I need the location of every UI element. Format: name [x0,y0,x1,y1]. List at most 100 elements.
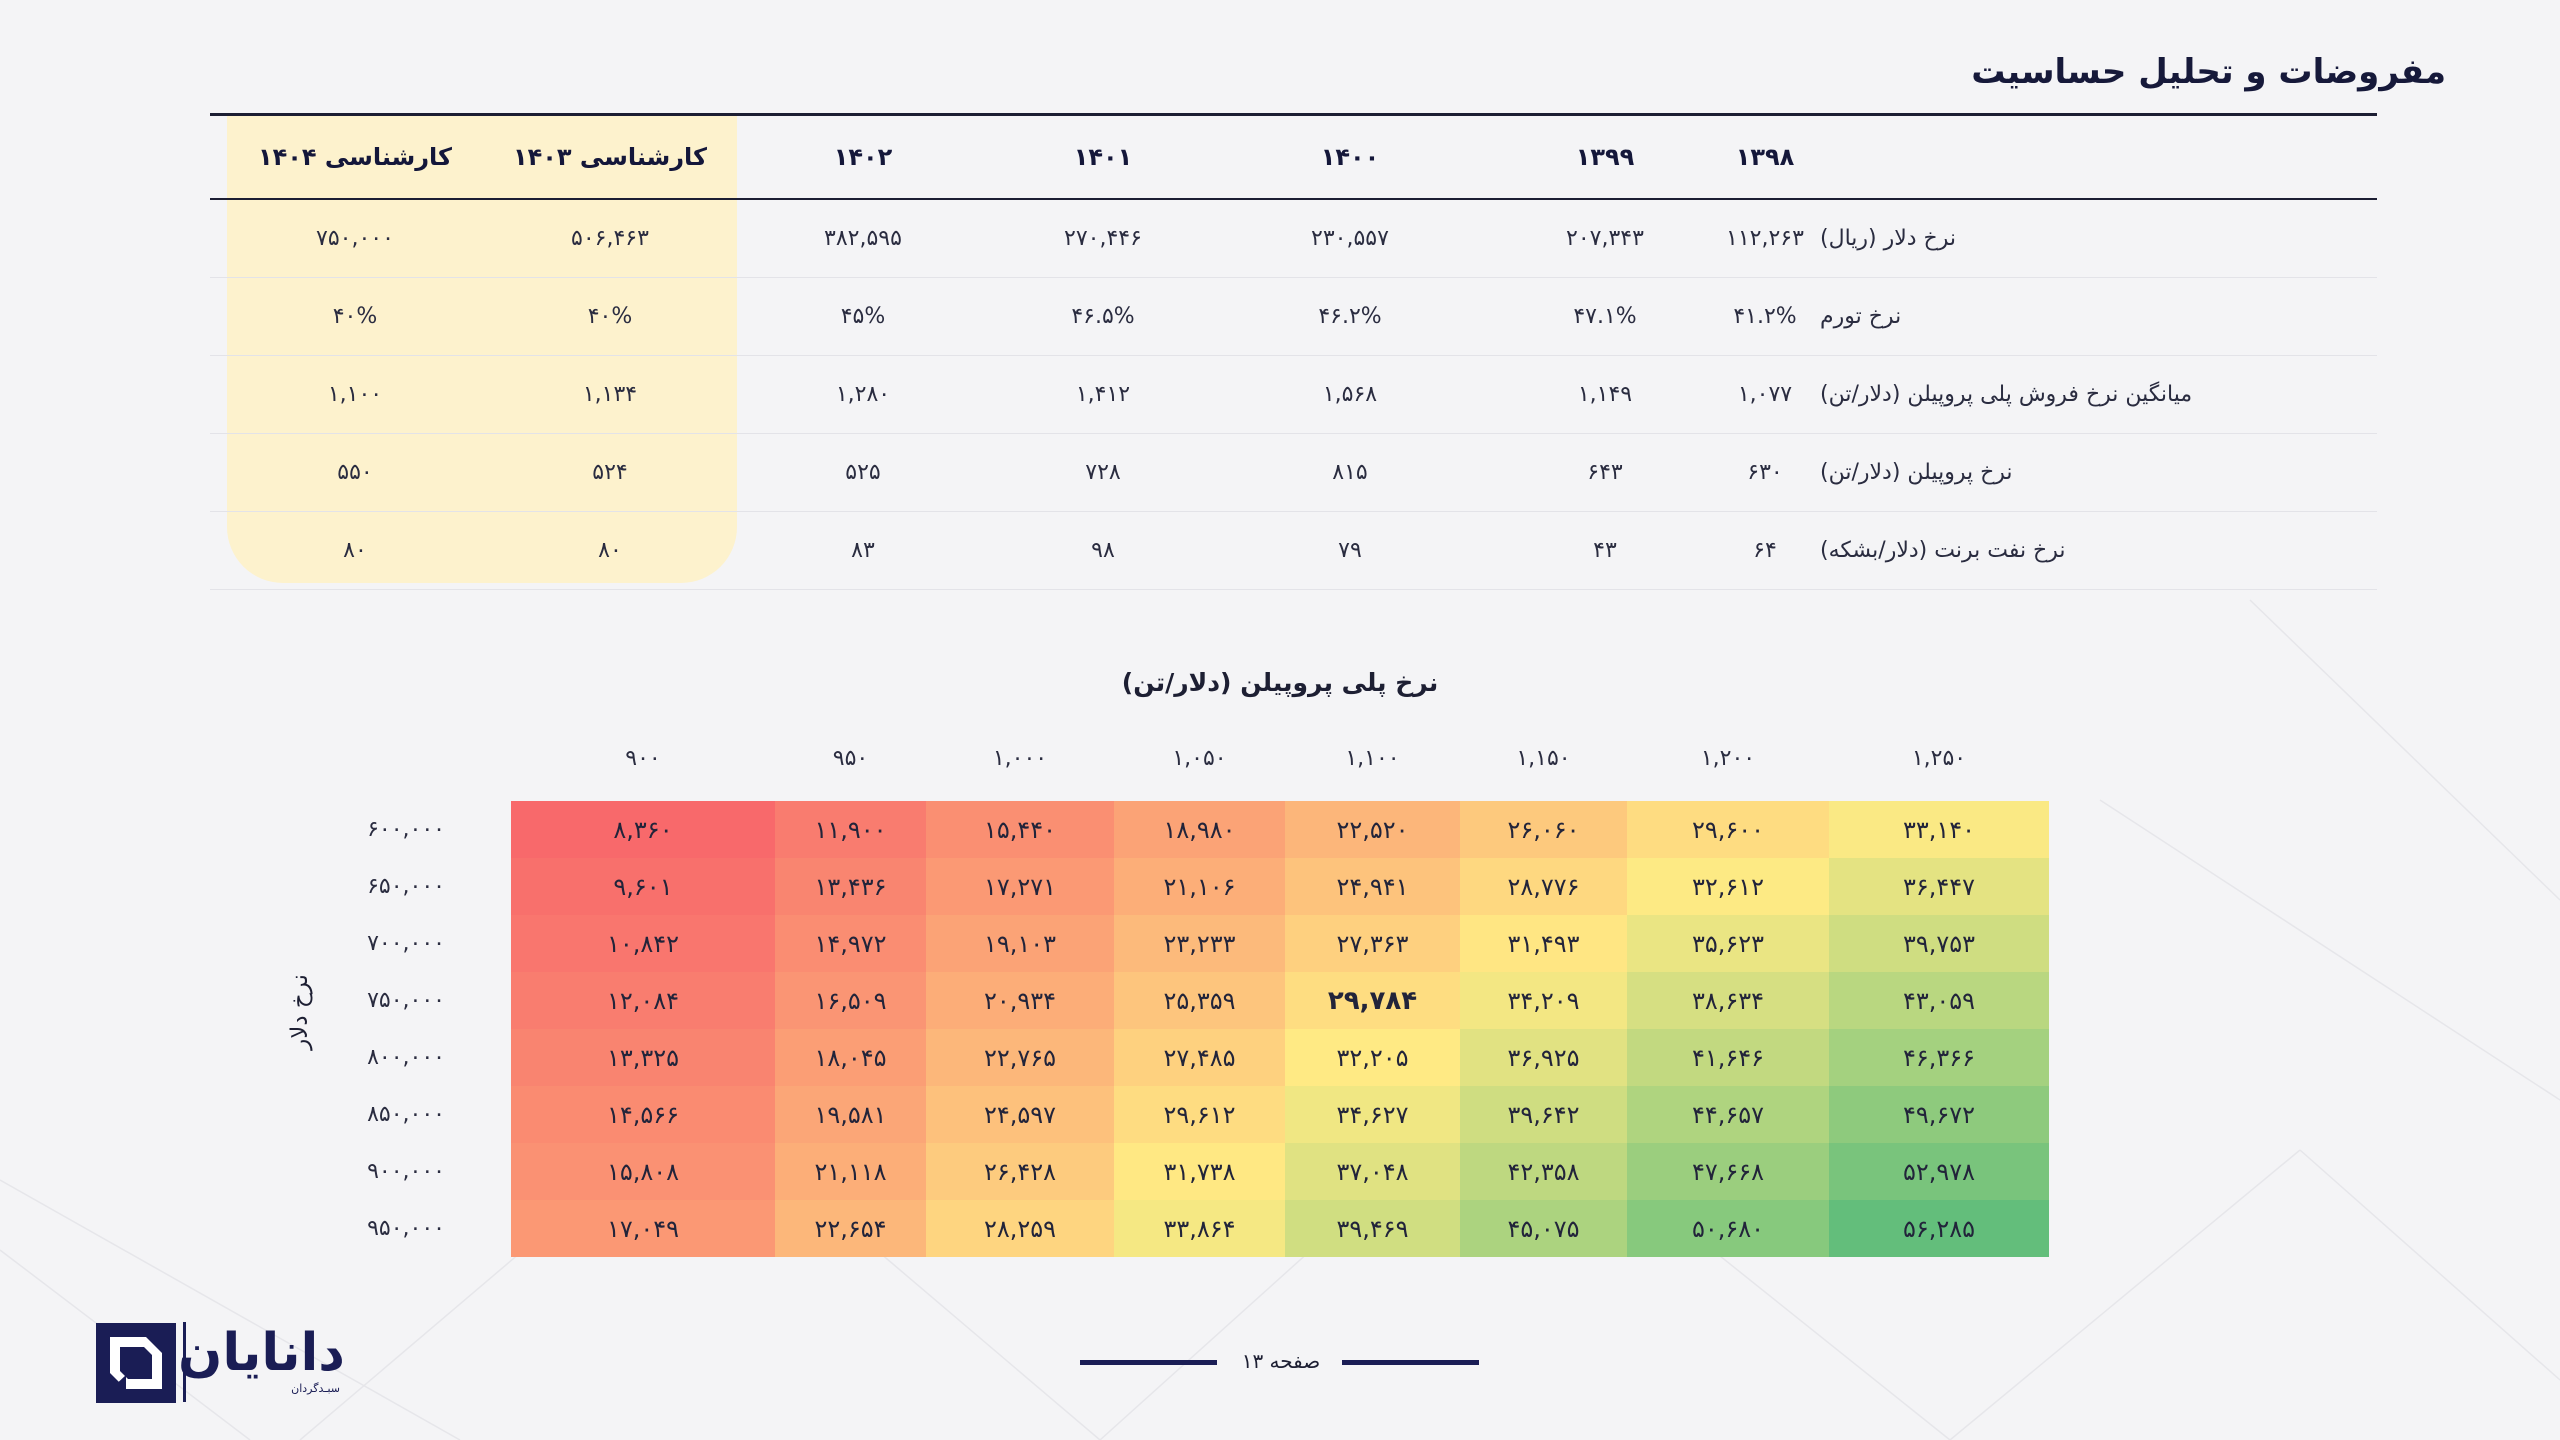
heatmap-row-header: ۸۰۰,۰۰۰ [367,1045,445,1070]
heatmap-cell: ۱۲,۰۸۴ [511,972,775,1029]
heatmap-cell: ۱۵,۴۴۰ [926,801,1114,858]
heatmap-row-header: ۸۵۰,۰۰۰ [367,1102,445,1127]
heatmap-cell: ۹,۶۰۱ [511,858,775,915]
heatmap-cell: ۳۲,۶۱۲ [1627,858,1829,915]
heatmap-cell: ۱۵,۸۰۸ [511,1143,775,1200]
heatmap-cell: ۳۴,۶۲۷ [1285,1086,1460,1143]
heatmap-cell: ۱۷,۰۴۹ [511,1200,775,1257]
assumptions-row-label: میانگین نرخ فروش پلی پروپیلن (دلار/تن) [1820,382,2193,407]
assumptions-cell: ۴۶.۵% [1071,304,1135,329]
heatmap-col-header: ۱,۱۵۰ [1516,745,1571,771]
heatmap-cell: ۲۹,۶۰۰ [1627,801,1829,858]
heatmap-cell: ۱۹,۱۰۳ [926,915,1114,972]
sensitivity-title: نرخ پلی پروپیلن (دلار/تن) [1121,668,1439,697]
assumptions-cell: ۱,۴۱۲ [1075,382,1131,407]
heatmap-cell: ۳۶,۴۴۷ [1829,858,2049,915]
heatmap-row-header: ۶۰۰,۰۰۰ [367,817,445,842]
heatmap-cell: ۲۹,۷۸۴ [1285,972,1460,1029]
heatmap-cell: ۳۹,۷۵۳ [1829,915,2049,972]
heatmap-cell: ۱۴,۵۶۶ [511,1086,775,1143]
heatmap-cell: ۲۷,۴۸۵ [1114,1029,1285,1086]
heatmap-cell: ۴۹,۶۷۲ [1829,1086,2049,1143]
heatmap-cell: ۱۷,۲۷۱ [926,858,1114,915]
logo-name: دانایان [178,1323,345,1383]
heatmap-cell: ۲۲,۵۲۰ [1285,801,1460,858]
heatmap-cell: ۱۸,۹۸۰ [1114,801,1285,858]
assumptions-header-row: ۱۳۹۸ ۱۳۹۹ ۱۴۰۰ ۱۴۰۱ ۱۴۰۲ کارشناسی ۱۴۰۳ ک… [210,116,2377,200]
footer-line-right [1342,1360,1479,1365]
col-header-1401: ۱۴۰۱ [1073,143,1133,171]
col-header-1400: ۱۴۰۰ [1320,143,1380,171]
assumptions-cell: ۶۳۰ [1747,460,1783,485]
assumptions-cell: ۳۸۲,۵۹۵ [824,226,902,251]
heatmap-cell: ۴۳,۰۵۹ [1829,972,2049,1029]
assumptions-row: نرخ نفت برنت (دلار/بشکه) ۶۴ ۴۳ ۷۹ ۹۸ ۸۳ ۸۰ ۸۰ [210,512,2377,590]
assumptions-row: میانگین نرخ فروش پلی پروپیلن (دلار/تن) ۱,… [210,356,2377,434]
assumptions-cell: ۴۳ [1593,538,1617,563]
assumptions-cell: ۸۱۵ [1332,460,1368,485]
assumptions-row: نرخ دلار (ریال) ۱۱۲,۲۶۳ ۲۰۷,۳۴۳ ۲۳۰,۵۵۷ ۲۷۰,… [210,200,2377,278]
heatmap-col-header: ۱,۰۰۰ [992,745,1048,771]
heatmap-cell: ۸,۳۶۰ [511,801,775,858]
heatmap-cell: ۳۹,۶۴۲ [1460,1086,1627,1143]
heatmap-cell: ۲۷,۳۶۳ [1285,915,1460,972]
heatmap-cell: ۲۴,۵۹۷ [926,1086,1114,1143]
col-header-1404-forecast: کارشناسی ۱۴۰۴ [257,143,453,171]
heatmap-cell: ۳۷,۰۴۸ [1285,1143,1460,1200]
heatmap-cell: ۴۶,۳۶۶ [1829,1029,2049,1086]
heatmap-cell: ۲۶,۰۶۰ [1460,801,1627,858]
heatmap-cell: ۴۴,۶۵۷ [1627,1086,1829,1143]
assumptions-cell: ۴۱.۲% [1733,304,1797,329]
heatmap-cell: ۱۳,۳۲۵ [511,1029,775,1086]
assumptions-row: نرخ پروپیلن (دلار/تن) ۶۳۰ ۶۴۳ ۸۱۵ ۷۲۸ ۵۲۵ ۵۲۴ ۵… [210,434,2377,512]
assumptions-row-label: نرخ پروپیلن (دلار/تن) [1820,460,2013,485]
heatmap-cell: ۳۳,۸۶۴ [1114,1200,1285,1257]
heatmap-cell: ۱۹,۵۸۱ [775,1086,926,1143]
assumptions-table: ۱۳۹۸ ۱۳۹۹ ۱۴۰۰ ۱۴۰۱ ۱۴۰۲ کارشناسی ۱۴۰۳ ک… [210,116,2377,590]
page-number: صفحه ۱۳ [1241,1349,1321,1373]
heatmap-col-header: ۹۵۰ [832,745,869,771]
sensitivity-heatmap: ۸,۳۶۰ ۱۱,۹۰۰ ۱۵,۴۴۰ ۱۸,۹۸۰ ۲۲,۵۲۰ ۲۶,۰۶۰ ۲۹,۶۰… [511,801,2049,1257]
logo-subtitle: سبـدگردان [291,1382,340,1395]
heatmap-cell: ۵۲,۹۷۸ [1829,1143,2049,1200]
heatmap-cell: ۴۱,۶۴۶ [1627,1029,1829,1086]
heatmap-cell: ۲۲,۷۶۵ [926,1029,1114,1086]
assumptions-cell: ۱,۱۳۴ [582,382,638,407]
forecast-highlight-top [227,116,737,198]
heatmap-cell: ۲۵,۳۵۹ [1114,972,1285,1029]
assumptions-cell: ۷۹ [1338,538,1362,563]
sensitivity-y-axis-label: نرخ دلار [287,974,313,1050]
heatmap-cell: ۲۹,۶۱۲ [1114,1086,1285,1143]
heatmap-cell: ۴۲,۳۵۸ [1460,1143,1627,1200]
heatmap-cell: ۲۳,۲۳۳ [1114,915,1285,972]
col-header-1403-forecast: کارشناسی ۱۴۰۳ [512,143,708,171]
heatmap-cell: ۲۱,۱۰۶ [1114,858,1285,915]
heatmap-cell: ۲۶,۴۲۸ [926,1143,1114,1200]
heatmap-col-header: ۱,۲۰۰ [1700,745,1756,771]
heatmap-col-header: ۱,۰۵۰ [1172,745,1227,771]
assumptions-cell: ۱,۵۶۸ [1322,382,1378,407]
assumptions-cell: ۲۳۰,۵۵۷ [1311,226,1389,251]
heatmap-cell: ۵۶,۲۸۵ [1829,1200,2049,1257]
heatmap-cell: ۲۴,۹۴۱ [1285,858,1460,915]
heatmap-cell: ۲۲,۶۵۴ [775,1200,926,1257]
assumptions-cell: ۲۷۰,۴۴۶ [1064,226,1142,251]
assumptions-cell: ۷۲۸ [1085,460,1121,485]
assumptions-cell: ۸۳ [851,538,875,563]
heatmap-cell: ۱۱,۹۰۰ [775,801,926,858]
heatmap-cell: ۳۹,۴۶۹ [1285,1200,1460,1257]
col-header-1402: ۱۴۰۲ [833,143,893,171]
assumptions-row-label: نرخ تورم [1820,304,1902,329]
assumptions-cell: ۶۴ [1753,538,1777,563]
assumptions-cell: ۵۰۶,۴۶۳ [571,226,649,251]
heatmap-row-header: ۷۵۰,۰۰۰ [367,988,445,1013]
assumptions-cell: ۷۵۰,۰۰۰ [316,226,394,251]
assumptions-cell: ۶۴۳ [1587,460,1623,485]
heatmap-cell: ۳۲,۲۰۵ [1285,1029,1460,1086]
assumptions-cell: ۴۰% [332,304,378,329]
heatmap-cell: ۳۴,۲۰۹ [1460,972,1627,1029]
logo-divider [183,1322,186,1402]
heatmap-cell: ۱۳,۴۳۶ [775,858,926,915]
assumptions-row-label: نرخ نفت برنت (دلار/بشکه) [1820,538,2066,563]
assumptions-cell: ۴۵% [840,304,886,329]
